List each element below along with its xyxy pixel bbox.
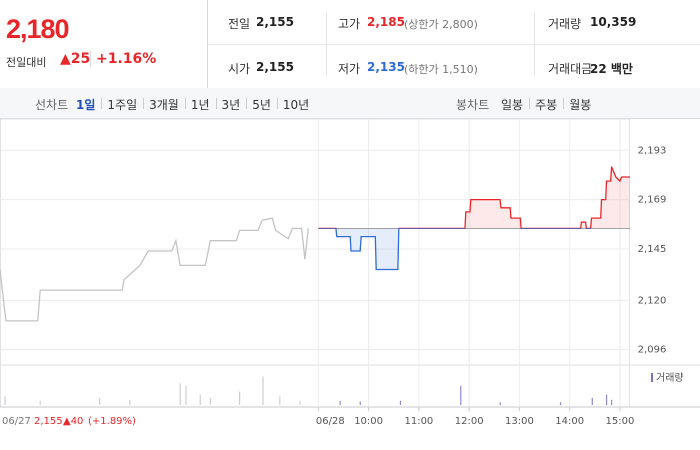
tab-separator	[215, 98, 217, 109]
summary-header: 2,180 전일대비 ▲25 +1.16% 전일 2,155 고가 2,185 (상한가…	[0, 0, 700, 89]
x-tick-label: 14:00	[555, 416, 584, 427]
tab-separator	[184, 98, 186, 109]
candle-tab[interactable]: 월봉	[569, 98, 592, 112]
stat-label: 고가	[338, 17, 361, 31]
prev-day-date: 06/27	[2, 416, 31, 427]
stat-note: (하한가 1,510)	[404, 63, 478, 76]
tab-separator	[101, 98, 103, 109]
volume-legend-swatch	[651, 373, 653, 382]
divider	[208, 44, 700, 45]
change-label: 전일대비	[6, 56, 47, 69]
volume-bar	[4, 396, 6, 405]
stat-note: (상한가 2,800)	[404, 18, 478, 31]
period-tab[interactable]: 5년	[252, 98, 271, 112]
period-tab[interactable]: 3년	[221, 98, 241, 112]
period-tab[interactable]: 1주일	[107, 98, 138, 112]
prev-day-pct: (+1.89%)	[88, 416, 136, 427]
x-tick-label: 10:00	[354, 416, 383, 427]
stat-label: 저가	[338, 62, 361, 76]
volume-bar	[39, 400, 41, 405]
y-tick-label: 2,193	[638, 145, 667, 156]
volume-bar	[262, 376, 264, 405]
stat-value: 2,155	[256, 15, 294, 29]
tab-separator	[563, 98, 565, 109]
volume-legend: 거래량	[656, 372, 684, 384]
stat-value: 22 백만	[590, 62, 633, 76]
stat-value: 10,359	[590, 15, 637, 29]
stat-label: 거래대금	[548, 62, 593, 76]
volume-bar	[185, 385, 187, 405]
tab-separator	[246, 98, 248, 109]
volume-bar	[605, 394, 608, 405]
candle-tab[interactable]: 일봉	[501, 98, 524, 112]
volume-bar	[499, 402, 501, 405]
stat-label: 시가	[228, 62, 251, 76]
stat-value: 2,185	[367, 15, 405, 29]
period-tab[interactable]: 10년	[282, 98, 310, 112]
price-line	[0, 217, 309, 322]
volume-bar	[339, 400, 341, 405]
volume-bar	[591, 398, 593, 405]
stat-value: 2,135	[367, 60, 405, 74]
price-line-up	[318, 166, 630, 229]
price-box: 2,180 전일대비 ▲25 +1.16%	[0, 0, 208, 88]
area-up	[465, 166, 630, 229]
y-tick-label: 2,120	[638, 295, 667, 306]
tab-separator	[529, 98, 531, 109]
prev-day-change: ▲40	[63, 416, 83, 427]
change-percent: +1.16%	[90, 51, 156, 67]
x-tick-label: 06/28	[316, 416, 345, 427]
volume-bar	[559, 402, 562, 405]
volume-bar	[359, 401, 361, 405]
current-price: 2,180	[6, 14, 70, 44]
volume-bar	[399, 400, 402, 405]
volume-bar	[179, 383, 181, 405]
change: ▲25	[60, 51, 91, 67]
line-chart-label: 선차트	[35, 98, 69, 112]
period-tab[interactable]: 1년	[190, 98, 210, 112]
volume-bar	[209, 398, 211, 405]
price-line-down	[318, 228, 592, 271]
volume-bar	[129, 399, 131, 405]
volume-bar	[299, 400, 301, 405]
volume-bar	[460, 385, 462, 405]
period-tab[interactable]: 3개월	[149, 98, 179, 112]
tab-separator	[143, 98, 145, 109]
y-tick-label: 2,169	[638, 195, 667, 206]
stat-value: 2,155	[256, 60, 294, 74]
candle-chart-label: 봉차트	[456, 98, 490, 112]
candle-tab[interactable]: 주봉	[535, 98, 558, 112]
x-tick-label: 15:00	[606, 416, 635, 427]
stat-label: 전일	[228, 17, 251, 31]
x-tick-label: 11:00	[404, 416, 433, 427]
prev-day-close: 2,155	[34, 416, 63, 427]
y-tick-label: 2,096	[638, 345, 667, 356]
x-tick-label: 13:00	[505, 416, 534, 427]
volume-bar	[239, 391, 241, 405]
area-down	[318, 228, 630, 270]
volume-bar	[279, 396, 281, 405]
volume-bar	[199, 394, 201, 405]
period-tab[interactable]: 1일	[76, 98, 96, 112]
y-tick-label: 2,145	[638, 244, 667, 255]
volume-bar	[99, 398, 101, 405]
x-tick-label: 12:00	[455, 416, 484, 427]
stat-label: 거래량	[548, 17, 582, 31]
tab-separator	[276, 98, 278, 109]
plot-border	[0, 118, 630, 408]
volume-bar	[610, 399, 613, 405]
